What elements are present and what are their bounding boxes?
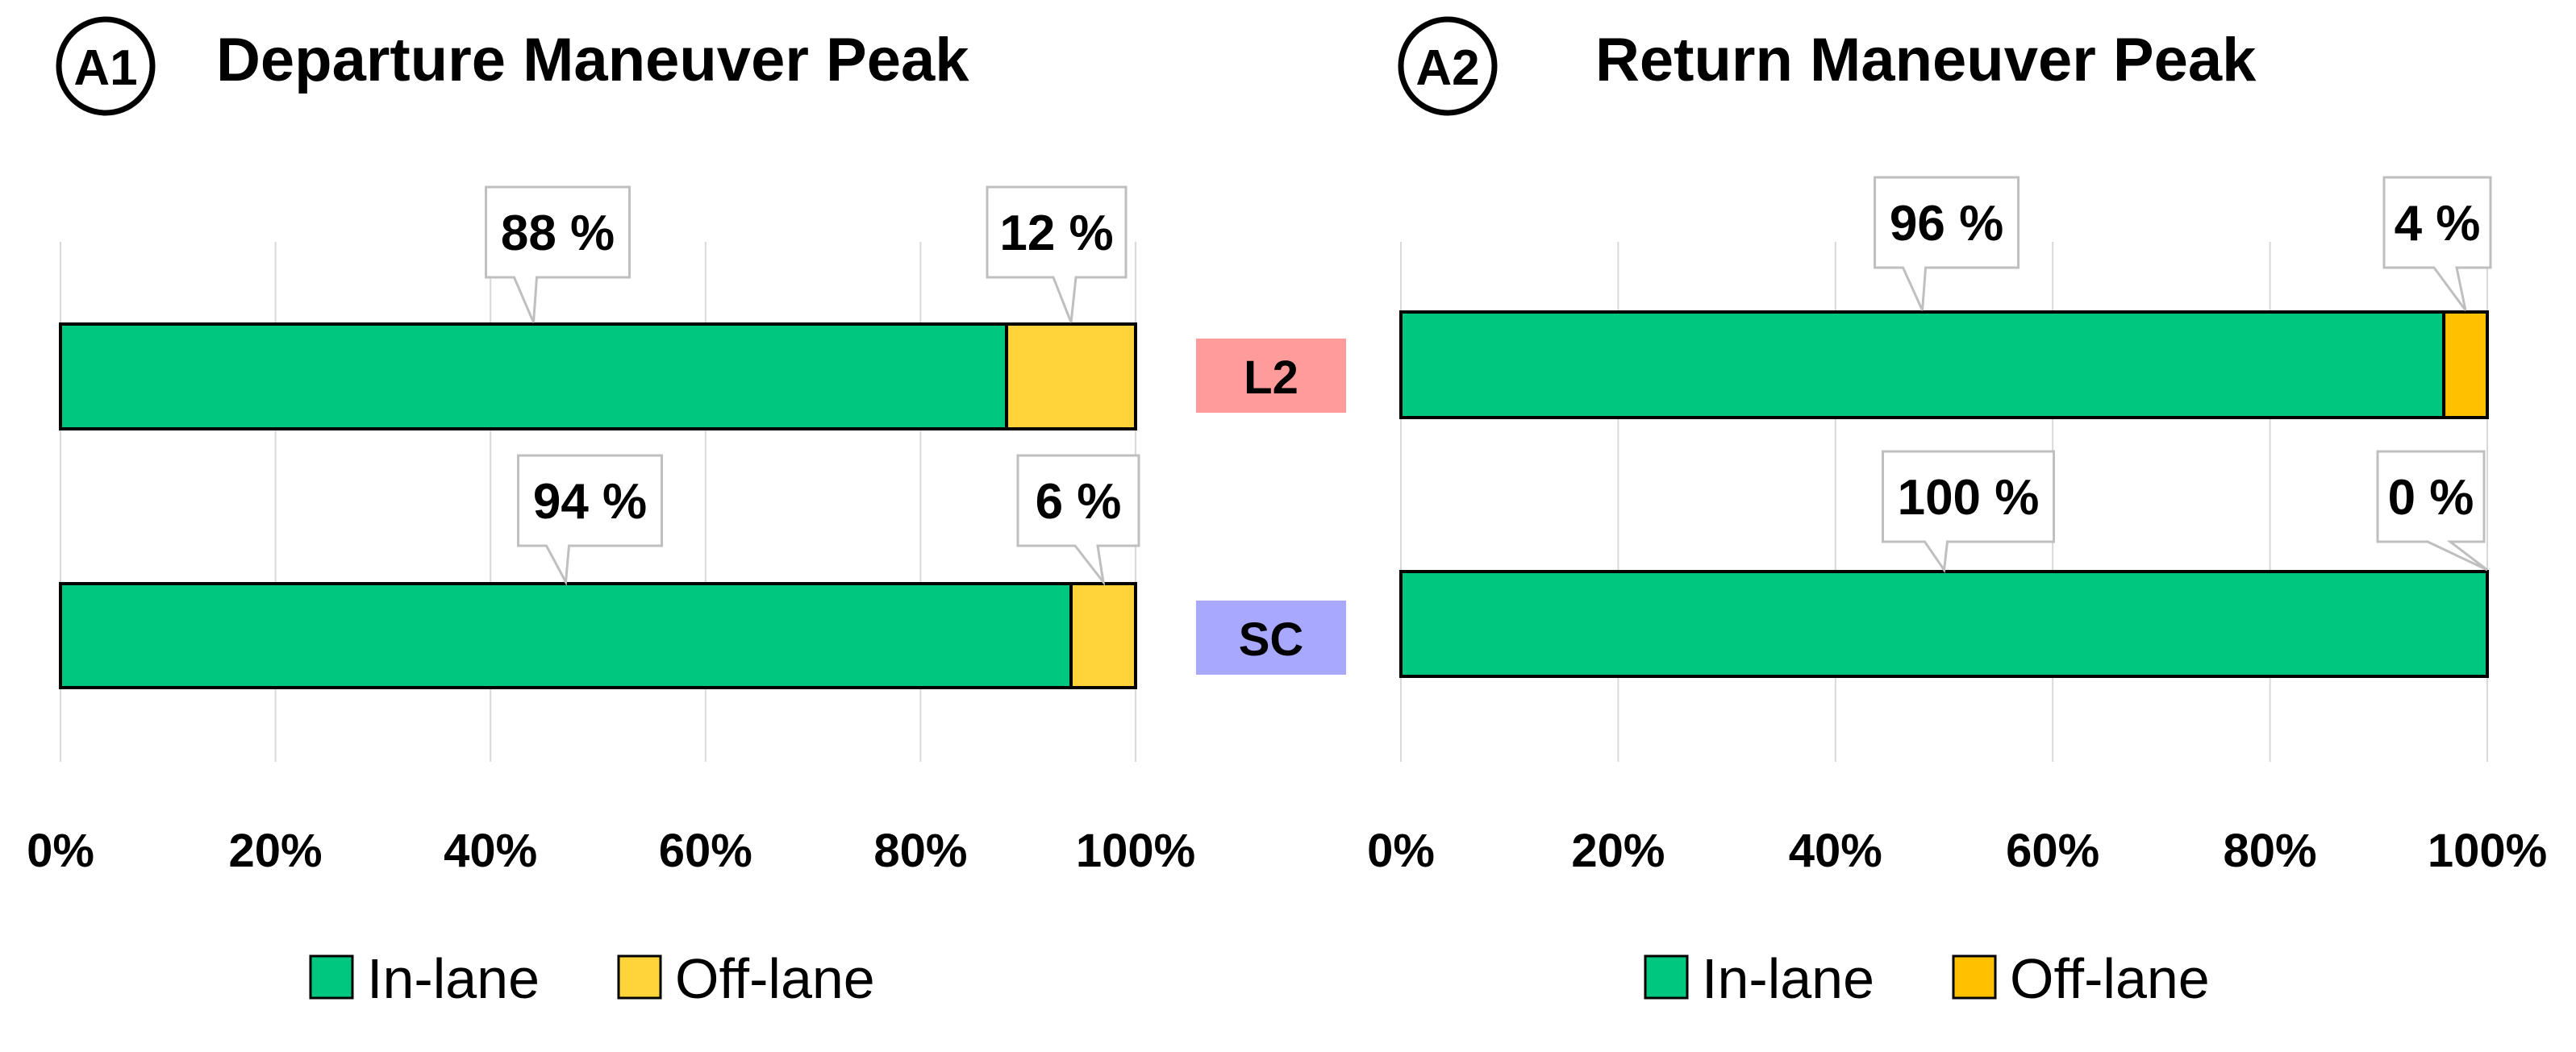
panel-badge-label: A1 [73,40,137,96]
callout-box-off-lane [1016,454,1140,587]
data-label-off-lane: 12 % [999,206,1113,261]
x-tick-label: 20% [229,825,323,877]
callout-box-in-lane [517,454,664,587]
data-label-in-lane: 96 % [1890,196,2003,252]
bar-in-lane [1399,310,2446,419]
callout-box-in-lane [485,185,631,323]
chart-panel-2: A2 Return Maneuver Peak 0% 20% 40% 60% 80% 100%… [1367,16,2547,1010]
chart-title: Return Maneuver Peak [1595,26,2257,94]
row-label-sc: SC [1239,613,1304,666]
x-tick-label: 40% [444,825,537,877]
panel-badge-label: A2 [1415,40,1479,96]
x-tick-label: 60% [659,825,752,877]
data-label-in-lane: 94 % [533,474,647,530]
bar-off-lane [2442,310,2490,419]
data-label-off-lane: 4 % [2395,196,2481,252]
x-tick-label: 100% [1076,825,1195,877]
legend-swatch-off-lane [1952,954,1997,1000]
x-tick-label: 0% [27,825,94,877]
x-tick-label: 100% [2428,825,2547,877]
chart-title: Departure Maneuver Peak [216,26,969,94]
x-tick-label: 0% [1367,825,1435,877]
legend-label-in-lane: In-lane [367,947,540,1010]
x-tick-label: 80% [2224,825,2317,877]
data-label-off-lane: 0 % [2388,470,2474,526]
legend-label-off-lane: Off-lane [2010,947,2210,1010]
callout-box-in-lane [1882,450,2055,574]
x-tick-label: 20% [1571,825,1665,877]
x-tick-label: 60% [2006,825,2099,877]
bar-in-lane [59,582,1073,689]
x-tick-label: 80% [873,825,967,877]
bar-off-lane [1005,322,1138,430]
legend-swatch-in-lane [1644,954,1689,1000]
data-label-off-lane: 6 % [1036,474,1122,530]
bar-off-lane [1069,582,1138,689]
panel-badge-circle [1398,16,1498,116]
row-label-box-l2 [1196,339,1346,413]
callout-box-off-lane [2376,450,2488,572]
bar-in-lane [1399,570,2489,678]
data-label-in-lane: 88 % [501,206,615,261]
bar-in-lane [59,322,1009,430]
x-tick-label: 40% [1789,825,1882,877]
callout-box-off-lane [986,185,1128,323]
row-label-box-sc [1196,601,1346,675]
panel-badge-circle [56,16,156,116]
legend-label-off-lane: Off-lane [675,947,875,1010]
callout-box-in-lane [1874,176,2020,311]
callout-box-off-lane [2382,176,2492,311]
legend-swatch-off-lane [617,954,662,1000]
chart-panel-1: A1 Departure Maneuver Peak 0% 20% 40% 60% 80% 1… [27,16,1195,1010]
legend-label-in-lane: In-lane [1702,947,1874,1010]
data-label-in-lane: 100 % [1898,470,2040,526]
row-label-l2: L2 [1244,351,1298,404]
legend-swatch-in-lane [309,954,354,1000]
